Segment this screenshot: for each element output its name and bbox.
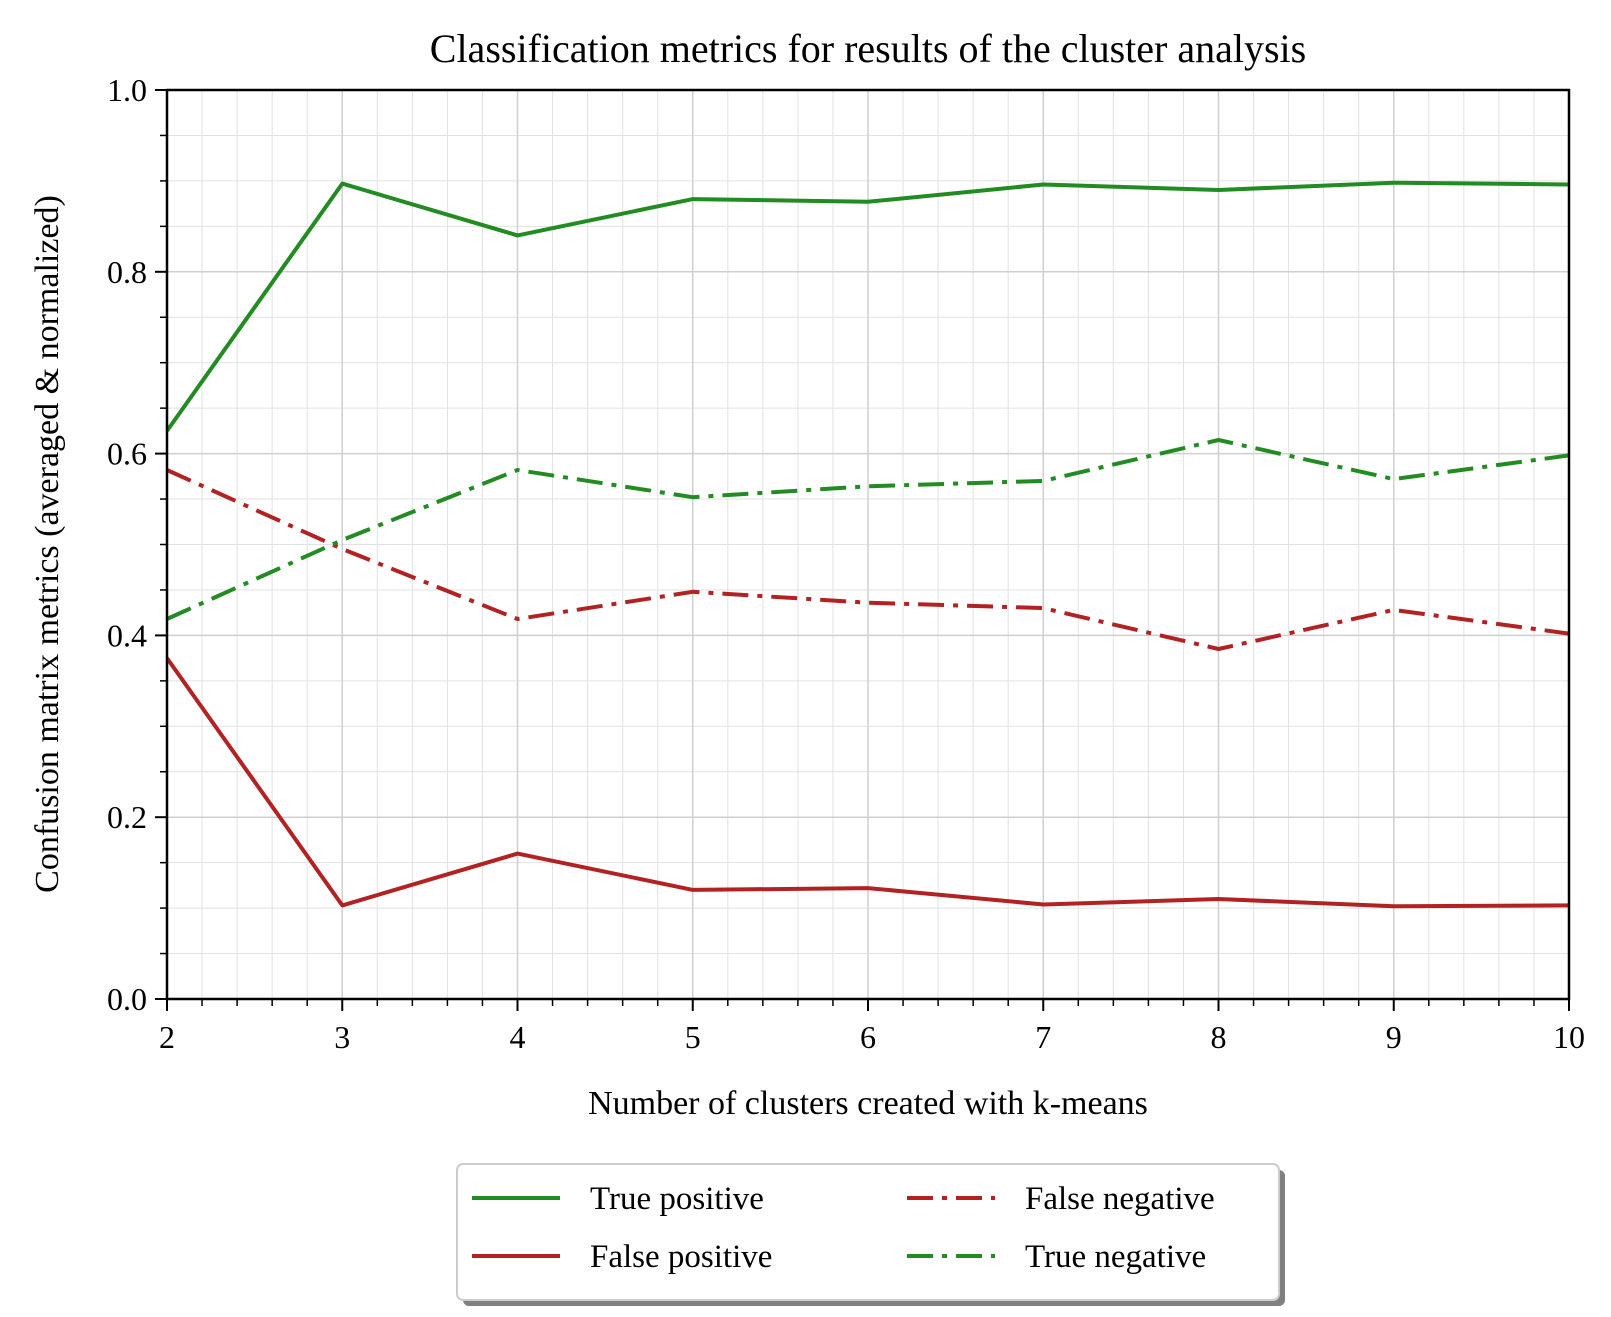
legend-label: True positive xyxy=(590,1181,764,1217)
legend-item-true-negative: True negative xyxy=(907,1239,1206,1275)
series-layer xyxy=(165,180,1570,909)
y-tick-label: 0.2 xyxy=(107,799,147,835)
x-tick-label: 10 xyxy=(1553,1019,1585,1055)
x-tick-label: 3 xyxy=(334,1019,350,1055)
series-line-true-negative xyxy=(166,438,1570,621)
x-tick-label: 4 xyxy=(510,1019,526,1055)
series-line-false-positive xyxy=(165,656,1570,909)
x-tick-label: 9 xyxy=(1386,1019,1402,1055)
legend: True positive False negative False positiv… xyxy=(456,1163,1285,1306)
x-tick-label: 6 xyxy=(860,1019,876,1055)
tick-labels: 2 3 4 5 6 7 8 9 10 0.0 0.2 0.4 0.6 0.8 1.0 xyxy=(107,72,1585,1055)
minor-grid xyxy=(167,90,1569,999)
legend-item-true-positive: True positive xyxy=(472,1181,764,1217)
series-line-true-positive xyxy=(165,180,1570,433)
legend-label: False positive xyxy=(590,1239,772,1275)
legend-label: False negative xyxy=(1025,1181,1215,1217)
y-tick-label: 0.4 xyxy=(107,617,147,653)
y-tick-label: 1.0 xyxy=(107,72,147,108)
y-tick-label: 0.0 xyxy=(107,981,147,1017)
y-tick-label: 0.8 xyxy=(107,254,147,290)
axis-ticks xyxy=(155,89,1570,1011)
x-tick-label: 7 xyxy=(1035,1019,1051,1055)
chart-title: Classification metrics for results of th… xyxy=(430,26,1306,71)
x-tick-label: 8 xyxy=(1211,1019,1227,1055)
legend-item-false-positive: False positive xyxy=(472,1239,772,1275)
legend-box xyxy=(456,1163,1280,1301)
x-tick-label: 5 xyxy=(685,1019,701,1055)
series-line-false-negative xyxy=(166,468,1570,651)
legend-item-false-negative: False negative xyxy=(907,1181,1215,1217)
x-tick-label: 2 xyxy=(159,1019,175,1055)
y-tick-label: 0.6 xyxy=(107,436,147,472)
x-axis-label: Number of clusters created with k-means xyxy=(588,1085,1148,1122)
y-axis-label: Confusion matrix metrics (averaged & nor… xyxy=(29,195,66,893)
legend-label: True negative xyxy=(1025,1239,1206,1275)
